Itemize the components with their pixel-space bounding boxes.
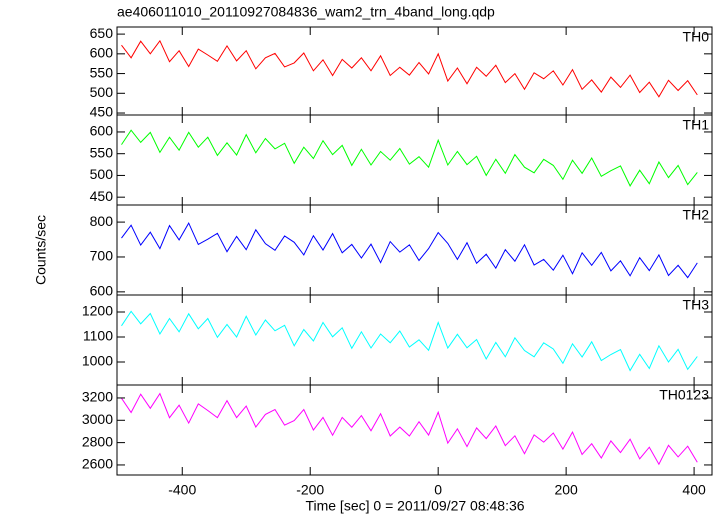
x-tick-label: -400	[168, 482, 196, 498]
panel-label: TH1	[683, 117, 710, 133]
y-tick-label: 700	[90, 248, 114, 264]
data-line	[121, 392, 698, 466]
y-tick-label: 1100	[83, 328, 113, 344]
data-line	[121, 129, 698, 187]
panel-label: TH3	[683, 297, 710, 313]
data-line	[121, 310, 698, 372]
y-tick-label: 450	[90, 104, 114, 120]
x-tick-label: 400	[682, 482, 706, 498]
y-tick-label: 1200	[82, 303, 113, 319]
y-tick-label: 600	[90, 45, 114, 61]
panel-label: TH0	[683, 29, 710, 45]
y-tick-label: 650	[90, 25, 114, 41]
panel-label: TH0123	[659, 387, 709, 403]
panel-frame	[116, 204, 713, 296]
x-tick-label: 0	[434, 482, 442, 498]
y-tick-label: 600	[90, 123, 114, 139]
x-axis-label: Time [sec] 0 = 2011/09/27 08:48:36	[305, 498, 524, 514]
panel-frame	[116, 26, 713, 116]
data-line	[121, 222, 698, 279]
y-tick-label: 800	[90, 213, 114, 229]
data-line	[121, 39, 698, 98]
x-tick-label: 200	[554, 482, 578, 498]
y-tick-label: 2800	[82, 433, 113, 449]
y-tick-label: 3200	[82, 389, 113, 405]
panel-frame	[116, 294, 713, 386]
y-tick-label: 550	[90, 144, 114, 160]
y-tick-label: 2600	[82, 456, 113, 472]
y-tick-label: 3000	[82, 411, 113, 427]
x-tick-label: -200	[296, 482, 324, 498]
panel-frame	[116, 384, 713, 476]
y-tick-label: 550	[90, 64, 114, 80]
y-tick-label: 500	[90, 166, 114, 182]
y-axis-label: Counts/sec	[33, 215, 49, 285]
y-tick-label: 500	[90, 84, 114, 100]
chart-title: ae406011010_20110927084836_wam2_trn_4ban…	[117, 4, 495, 20]
panel-label: TH2	[683, 207, 710, 223]
y-tick-label: 1000	[82, 353, 113, 369]
y-tick-label: 600	[90, 283, 114, 299]
y-tick-label: 450	[90, 188, 114, 204]
